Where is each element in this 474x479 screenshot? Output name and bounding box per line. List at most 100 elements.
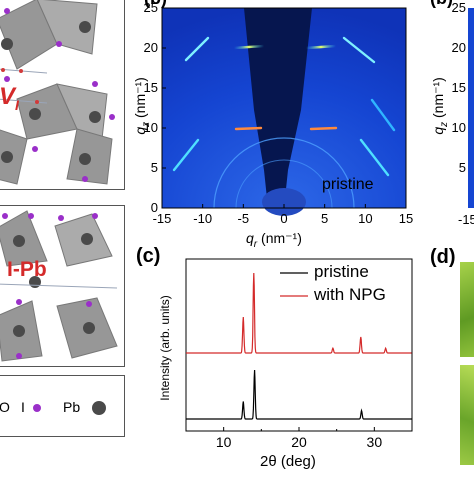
vacancy-label-sub: I [15,96,19,113]
giwaxs-right-detector-image [468,8,474,208]
giwaxs-right-x-tick: -15 [458,212,474,227]
xrd-x-tick-label: 30 [367,434,383,450]
xrd-x-ticks: 10 20 30 [185,427,413,450]
legend-pb-label: Pb [63,399,81,415]
lead-atom [89,111,101,123]
giwaxs-panel: (b) [126,0,426,250]
oxygen-atom [1,68,5,72]
lead-atom [81,233,93,245]
giwaxs-beamstop [262,188,306,216]
structure-bottom-panel: I-Pb [0,205,125,367]
giwaxs-y-ticks: 0 5 10 15 20 25 [144,0,166,215]
giwaxs-x-sub: r [253,238,258,250]
giwaxs-y-tick-label: 10 [144,120,158,135]
photo-top [460,262,474,357]
giwaxs-x-tick-label: 10 [358,211,372,226]
giwaxs-y-tick-label: 20 [144,40,158,55]
diffraction-streak [370,98,396,132]
atom-legend-icons [33,401,106,415]
iodine-atom [4,8,10,14]
giwaxs-right-y-q: q [430,126,447,135]
iodine-atom [32,146,38,152]
giwaxs-ring [213,137,355,209]
giwaxs-x-tick-label: 5 [321,211,328,226]
giwaxs-y-tick-label: 0 [151,200,158,215]
giwaxs-x-q: q [246,230,254,246]
iodine-atom [82,176,88,182]
xrd-y-axis-label: Intensity (arb. units) [158,295,172,401]
diffraction-streak [304,44,338,50]
diffraction-streak [359,138,390,177]
diffraction-streak [232,44,266,50]
iodine-atom [92,213,98,219]
giwaxs-map: -15 -10 -5 0 5 10 15 0 5 10 15 20 25 [144,0,414,226]
giwaxs-streaks [172,36,396,177]
atom-legend-panel: O I Pb [0,375,125,437]
giwaxs-y-tick-label: 25 [144,0,158,15]
giwaxs-x-ticks: -15 -10 -5 0 5 10 15 [153,204,413,226]
iodine-atom [4,76,10,82]
diffraction-streak [184,36,210,62]
diffraction-streak [342,36,376,64]
xrd-panel: (c) 10 20 30 pristine with NPG Intensity (… [136,245,430,474]
giwaxs-right-y-ticks: 25 20 15 10 5 [452,0,466,175]
iodine-atom [109,114,115,120]
xrd-legend [280,272,308,297]
giwaxs-x-unit: (nm⁻¹) [261,230,302,246]
giwaxs-right-partial-map: 25 20 15 10 5 [452,0,474,208]
giwaxs-x-tick-label: 0 [280,211,287,226]
panel-label-c: (c) [136,245,161,267]
lead-atom [13,325,25,337]
giwaxs-x-tick-label: -10 [193,211,212,226]
giwaxs-right-y-axis-label: qz (nm⁻¹) [430,76,450,136]
giwaxs-x-tick-label: 15 [399,211,413,226]
legend-npg-label: with NPG [314,285,386,304]
oxygen-atom [19,69,23,73]
lead-atom [79,153,91,165]
oxygen-atom [35,100,39,104]
panel-label-b: (b) [144,0,167,9]
xrd-series-line [186,369,412,420]
giwaxs-right-partial-panel: (b) 25 20 15 10 5 qz (nm⁻¹) -15 [430,0,474,250]
octahedron [36,0,98,55]
legend-o-label: O [0,399,10,415]
giwaxs-beamstop-shadow [276,8,312,208]
lead-atom [83,322,95,334]
giwaxs-right-y-tick-label: 15 [452,80,466,95]
iodine-atom [58,215,64,221]
iodine-atom [86,301,92,307]
lead-atom [1,38,13,50]
giwaxs-right-y-unit: (nm⁻¹) [430,77,447,118]
giwaxs-y-tick-label: 15 [144,80,158,95]
giwaxs-ring [235,159,333,209]
lead-legend-icon [92,401,106,415]
lead-atom [79,21,91,33]
iodine-atom [28,213,34,219]
xrd-x-axis-label: 2θ (deg) [260,453,316,470]
vacancy-label-text: V [0,83,16,110]
diffraction-streak [309,126,338,131]
giwaxs-y-q: q [132,126,149,135]
structure-top-illustration [0,0,115,185]
giwaxs-beamstop-shadow [244,8,276,208]
giwaxs-right-y-tick-label: 10 [452,120,466,135]
xrd-x-tick-label: 20 [291,434,307,450]
giwaxs-right-y-tick-label: 20 [452,40,466,55]
diffraction-streak [172,138,200,172]
giwaxs-right-y-tick-label: 5 [459,160,466,175]
lead-atom [1,151,13,163]
giwaxs-x-tick-label: -5 [238,211,250,226]
giwaxs-annotation: pristine [322,176,374,193]
panel-label-d: (d) [430,246,456,268]
iodine-atom [2,213,8,219]
giwaxs-y-unit: (nm⁻¹) [132,77,149,118]
iodine-legend-icon [33,404,41,412]
organic-spacer [0,68,48,74]
giwaxs-x-axis-label: qr (nm⁻¹) [246,230,302,250]
giwaxs-y-sub: z [140,121,152,127]
giwaxs-x-tick-label: -15 [153,211,172,226]
iodine-atom [56,41,62,47]
giwaxs-y-axis-label: qz (nm⁻¹) [132,76,152,136]
iodine-atom [16,353,22,359]
octahedron [0,129,28,185]
